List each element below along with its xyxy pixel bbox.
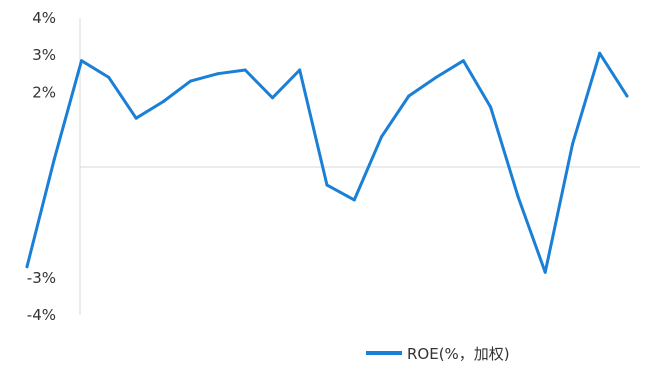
- data-point: [80, 59, 83, 63]
- data-point: [161, 100, 165, 103]
- data-point: [352, 198, 356, 202]
- y-tick-label: -3%: [27, 269, 56, 287]
- legend-label-roe: ROE(%，加权): [407, 345, 510, 363]
- data-point: [461, 59, 465, 63]
- data-point: [543, 270, 547, 274]
- data-point: [52, 157, 56, 161]
- data-point: [107, 75, 111, 79]
- data-point: [189, 79, 193, 83]
- data-point: [298, 68, 302, 72]
- data-point: [25, 265, 29, 269]
- data-point: [407, 94, 411, 98]
- data-point: [380, 135, 383, 139]
- data-point: [516, 194, 520, 198]
- data-point: [243, 68, 247, 72]
- data-point: [216, 72, 220, 76]
- legend: ROE(%，加权): [366, 345, 510, 363]
- data-point: [134, 116, 138, 120]
- y-tick-label: -4%: [27, 306, 56, 324]
- data-point: [489, 105, 493, 109]
- y-tick-label: 4%: [32, 9, 56, 27]
- data-point: [325, 183, 329, 187]
- data-point: [625, 94, 629, 98]
- y-tick-label: 2%: [32, 83, 56, 101]
- series-points-roe: [25, 51, 629, 274]
- data-point: [571, 142, 574, 146]
- data-point: [271, 96, 274, 100]
- data-point: [598, 51, 602, 55]
- y-tick-labels: 4% 3% 2% -3% -4%: [27, 9, 56, 324]
- data-point: [434, 75, 438, 79]
- y-tick-label: 3%: [32, 46, 56, 64]
